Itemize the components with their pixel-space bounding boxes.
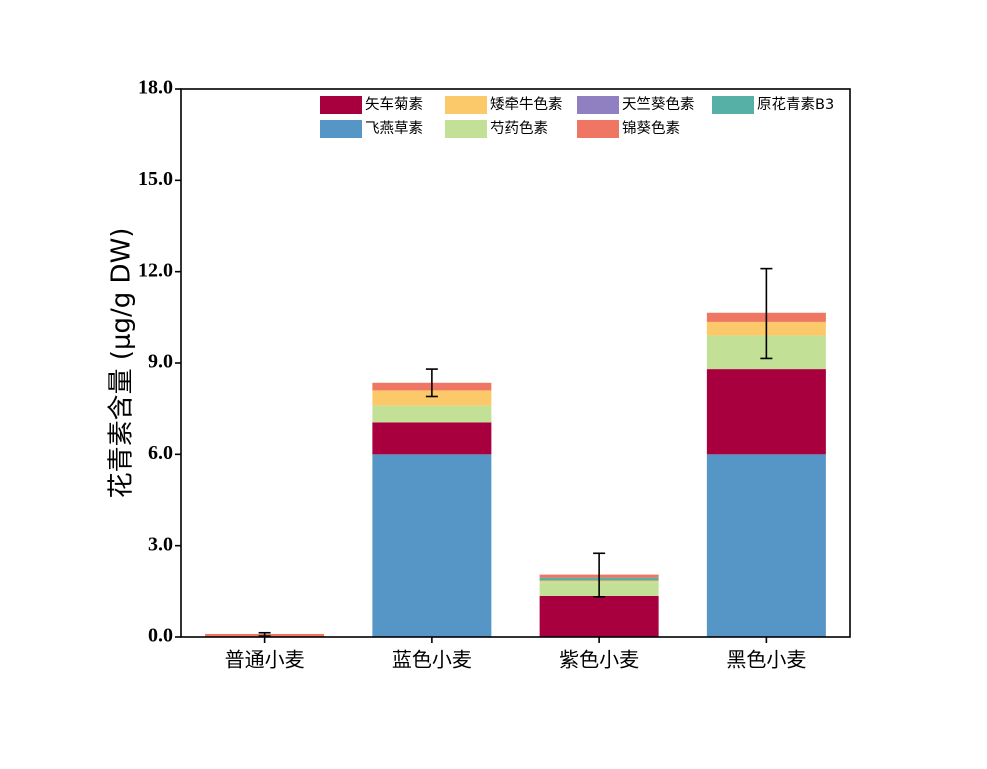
legend-label: 矮牵牛色素 [490,96,563,113]
y-tick-label: 3.0 [148,533,173,555]
bar-segment-2-4 [372,390,492,406]
legend-swatch [712,96,754,114]
legend-label: 原花青素B3 [757,96,834,113]
bar-segment-3-2 [539,595,659,637]
y-tick-label: 15.0 [138,168,173,190]
legend-swatch [577,96,619,114]
legend-label: 飞燕草素 [365,120,423,137]
y-tick-label: 18.0 [138,77,173,99]
legend-label: 锦葵色素 [622,120,680,137]
bar-segment-2-3 [372,405,492,423]
bar-segment-4-2 [706,369,826,455]
bar-segment-2-2 [372,422,492,455]
legend-label: 天竺葵色素 [622,96,695,113]
legend-label: 芍药色素 [490,120,548,137]
legend-swatch [445,120,487,138]
x-axis: 普通小麦 蓝色小麦 紫色小麦 黑色小麦 [225,637,806,672]
y-axis-label: 花青素含量 (μg/g DW) [107,228,137,499]
x-tick-label: 黑色小麦 [726,648,806,672]
x-tick-label: 普通小麦 [225,648,305,672]
legend-swatch [577,120,619,138]
legend-swatch [445,96,487,114]
y-axis: 0.0 3.0 6.0 9.0 12.0 15.0 18.0 [138,77,181,647]
error-bars-layer [258,267,773,637]
y-tick-label: 6.0 [148,442,173,464]
x-tick-label: 紫色小麦 [559,648,639,672]
legend-swatch [320,120,362,138]
legend-swatch [320,96,362,114]
bars-layer [205,312,826,637]
legend-label: 矢车菊素 [365,96,423,113]
x-tick-label: 蓝色小麦 [392,648,472,672]
y-tick-label: 9.0 [148,351,173,373]
legend: 矢车菊素 矮牵牛色素 天竺葵色素 原花青素B3 飞燕草素 芍药色素 锦葵色素 [320,96,834,138]
bar-segment-2-1 [372,454,492,637]
y-tick-label: 0.0 [148,625,173,647]
bar-segment-4-1 [706,454,826,637]
y-tick-label: 12.0 [138,259,173,281]
